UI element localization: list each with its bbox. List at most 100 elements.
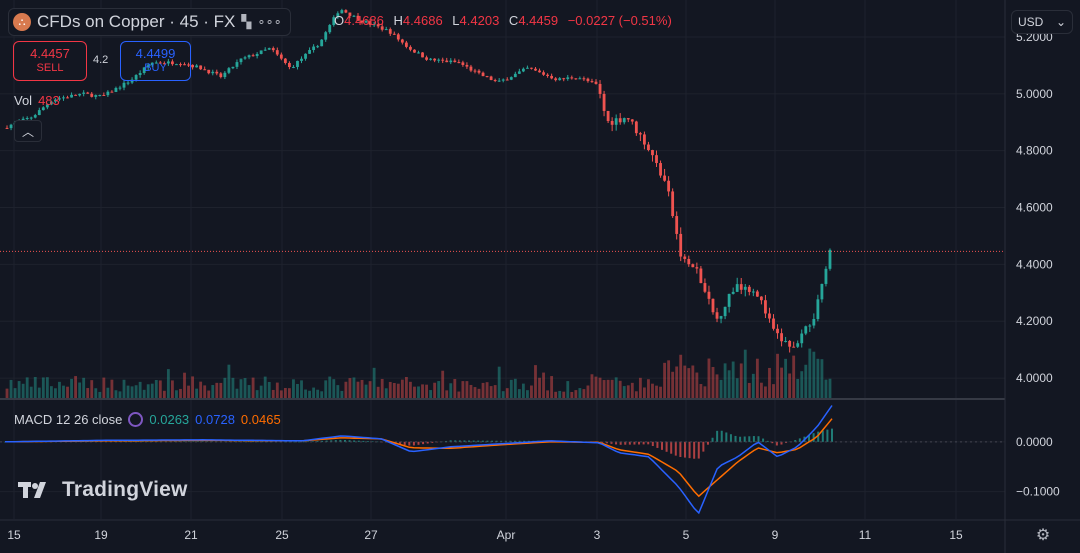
candle-body [296, 60, 299, 67]
volume-bar [243, 378, 247, 398]
symbol-title[interactable]: CFDs on Copper · 45 · FX [37, 12, 236, 31]
candle-body [154, 62, 158, 64]
macd-histogram-bar [486, 440, 489, 442]
candle-body [731, 291, 735, 294]
macd-histogram-bar [151, 441, 154, 442]
volume-bar [747, 382, 751, 398]
candle-body [445, 60, 449, 63]
candle-body [425, 57, 428, 60]
candle-body [251, 55, 255, 57]
volume-bar [643, 387, 646, 398]
candle-body [820, 283, 824, 300]
candle-body [247, 55, 251, 58]
volume-bar [764, 386, 767, 398]
macd-histogram-bar [702, 441, 705, 452]
candle-body [78, 93, 82, 96]
macd-histogram-bar [624, 441, 627, 445]
chart-settings-button[interactable]: ⚙ [1033, 525, 1053, 545]
time-tick-label: 11 [859, 528, 872, 542]
macd-histogram-bar [766, 440, 769, 442]
bars-style-icon[interactable]: ▚ [241, 14, 252, 29]
volume-bar [542, 372, 545, 398]
volume-bar [800, 371, 804, 398]
volume-bar [719, 379, 723, 398]
candle-body [175, 64, 178, 66]
buy-button[interactable]: 4.4499 BUY [120, 41, 191, 81]
candle-body [800, 333, 804, 344]
candle-body [449, 60, 453, 63]
candle-body [489, 76, 493, 81]
more-options-icon[interactable]: ∘∘∘ [257, 14, 282, 29]
candle-body [804, 326, 808, 334]
collapse-legend-button[interactable]: ︿ [14, 120, 42, 142]
volume-bar [558, 390, 562, 398]
candle-body [626, 118, 630, 120]
macd-histogram-bar [831, 428, 833, 442]
macd-histogram-bar [123, 441, 126, 442]
volume-bar [683, 365, 687, 398]
candle-body [340, 10, 344, 14]
candle-body [582, 78, 586, 80]
volume-bar [788, 373, 792, 398]
volume-bar [691, 365, 695, 398]
volume-bar [598, 377, 602, 398]
volume-bar [396, 383, 400, 398]
volume-bar [530, 385, 533, 398]
volume-bar [759, 382, 763, 398]
volume-bars [5, 348, 832, 398]
volume-bar [283, 387, 287, 398]
candle-body [219, 73, 223, 78]
macd-histogram-bar [408, 441, 411, 446]
open-value: 4.4686 [344, 13, 384, 28]
candle-body [453, 60, 457, 63]
macd-histogram-bar [242, 441, 245, 443]
candle-body [283, 58, 287, 63]
volume-bar [723, 363, 727, 398]
volume-bar [9, 379, 13, 398]
time-tick-label: 21 [184, 528, 198, 542]
candle-body [465, 64, 469, 67]
volume-bar [78, 382, 82, 398]
candle-body [643, 134, 646, 145]
macd-histogram-bar [353, 440, 356, 442]
time-axis[interactable]: 15 19 21 25 27 Apr 3 5 9 11 15 [7, 528, 963, 542]
candle-body [58, 98, 61, 100]
candle-body [828, 249, 832, 269]
volume-bar [332, 379, 336, 398]
macd-histogram-bar [734, 435, 737, 442]
indicator-settings-icon[interactable] [128, 412, 144, 427]
volume-bar [651, 383, 654, 398]
candle-body [267, 48, 271, 50]
volume-bar [687, 368, 691, 398]
volume-bar [679, 354, 683, 398]
sell-button[interactable]: 4.4457 SELL [13, 41, 87, 81]
volume-bar [380, 378, 384, 398]
candle-body [138, 73, 142, 76]
candle-body [437, 59, 441, 61]
currency-selector[interactable]: USD ⌄ [1011, 10, 1073, 34]
candles[interactable] [5, 8, 832, 353]
macd-histogram-bar [780, 441, 783, 445]
candle-body [171, 61, 174, 65]
candle-body [816, 299, 820, 320]
candle-body [679, 233, 683, 257]
macd-histogram-bar [141, 441, 144, 442]
candle-body [735, 284, 739, 292]
price-axis[interactable]: 5.20005.00004.80004.60004.40004.20004.00… [1016, 30, 1053, 385]
macd-histogram-bar [146, 441, 149, 442]
macd-axis[interactable]: 0.0000 −0.1000 [1016, 435, 1060, 499]
volume-bar [203, 385, 207, 398]
candle-body [812, 319, 816, 326]
volume-bar [255, 390, 259, 398]
candle-body [751, 291, 755, 293]
volume-bar [348, 378, 352, 398]
volume-bar [263, 376, 267, 398]
candle-body [187, 64, 190, 66]
candle-body [183, 64, 186, 66]
symbol-header[interactable]: ⛬ CFDs on Copper · 45 · FX ▚ ∘∘∘ [8, 8, 291, 36]
macd-histogram-bar [748, 436, 751, 442]
macd-histogram-bar [716, 430, 719, 442]
volume-bar [743, 349, 747, 398]
candle-body [417, 52, 420, 54]
